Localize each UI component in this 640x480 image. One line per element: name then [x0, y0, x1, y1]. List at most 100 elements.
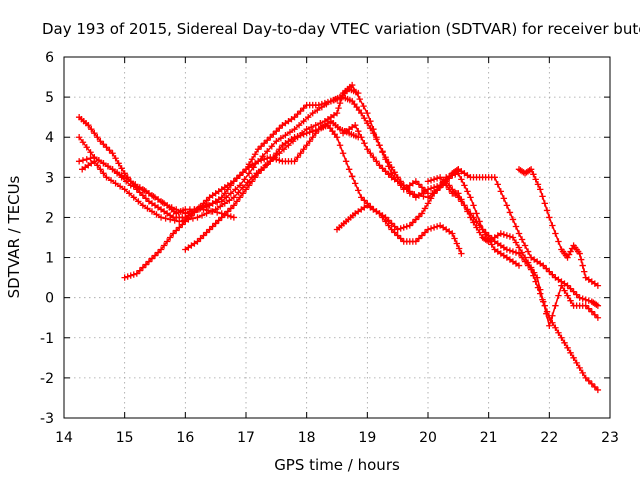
data-point: [261, 156, 268, 163]
data-point: [379, 165, 386, 172]
data-point: [291, 134, 298, 141]
data-point: [124, 273, 131, 280]
data-point: [227, 190, 235, 197]
data-point: [594, 282, 602, 289]
data-point: [546, 314, 553, 321]
data-point: [103, 174, 110, 181]
data-point: [233, 175, 241, 182]
data-point: [295, 121, 303, 129]
data-point: [467, 214, 474, 221]
data-point: [427, 225, 435, 232]
data-point: [409, 191, 417, 198]
data-point: [403, 223, 410, 230]
data-point: [421, 205, 429, 212]
data-point: [215, 217, 222, 224]
data-point: [582, 302, 589, 309]
data-point: [564, 344, 571, 352]
data-point: [232, 186, 239, 193]
data-point: [476, 218, 483, 225]
data-point: [406, 188, 413, 195]
data-point: [453, 240, 461, 247]
x-tick-label: 16: [176, 430, 194, 446]
data-point: [370, 126, 377, 133]
data-point: [552, 230, 559, 237]
x-tick-label: 17: [237, 430, 255, 446]
data-series: [75, 81, 602, 394]
data-point: [406, 222, 413, 229]
data-point: [191, 209, 198, 216]
data-point: [148, 208, 156, 215]
data-point: [515, 230, 523, 237]
data-point: [397, 235, 404, 242]
y-tick-labels: -3 -2 -1 0 1 2 3 4 5 6: [40, 50, 54, 427]
data-point: [415, 235, 423, 242]
data-point: [103, 144, 110, 151]
data-point: [512, 239, 520, 246]
data-point: [135, 198, 142, 205]
data-point: [458, 196, 465, 203]
data-point: [412, 238, 420, 245]
data-point: [309, 134, 316, 141]
data-point: [130, 194, 137, 201]
data-point: [97, 166, 104, 173]
data-point: [541, 200, 548, 207]
data-point: [476, 229, 483, 236]
data-point: [203, 197, 210, 204]
data-point: [455, 245, 463, 252]
data-point: [230, 214, 238, 221]
data-point: [251, 174, 259, 181]
data-point: [512, 249, 520, 256]
data-point: [176, 224, 183, 231]
data-point: [203, 229, 210, 236]
data-point: [418, 184, 426, 191]
x-tick-label: 14: [55, 430, 73, 446]
data-point: [539, 193, 546, 200]
data-point: [127, 182, 134, 189]
data-point: [345, 166, 353, 173]
data-point: [534, 284, 542, 291]
data-point: [356, 95, 363, 103]
data-point: [449, 230, 456, 237]
data-point: [83, 156, 90, 163]
data-point: [352, 180, 359, 187]
data-point: [261, 140, 268, 147]
data-point: [382, 168, 389, 175]
data-point: [561, 287, 568, 294]
data-point: [394, 226, 401, 233]
data-point: [503, 246, 511, 253]
data-point: [482, 229, 489, 236]
x-tick-label: 19: [358, 430, 376, 446]
data-point: [509, 216, 517, 223]
data-point: [424, 226, 432, 233]
data-point: [142, 195, 150, 202]
x-axis-label: GPS time / hours: [274, 456, 400, 474]
data-point: [227, 213, 235, 220]
data-point: [577, 256, 585, 263]
data-point: [236, 194, 244, 201]
data-point: [530, 272, 537, 279]
data-point: [379, 214, 386, 221]
data-point: [352, 121, 359, 129]
data-point: [227, 182, 235, 189]
data-point: [430, 190, 438, 197]
data-point: [367, 117, 374, 125]
data-point: [106, 147, 113, 154]
data-point: [179, 221, 186, 228]
data-point: [239, 190, 247, 197]
data-point: [276, 124, 283, 132]
data-point: [185, 215, 192, 222]
data-point: [113, 170, 121, 177]
data-point: [558, 282, 565, 289]
data-point: [491, 174, 498, 181]
data-point: [455, 170, 462, 177]
data-point: [248, 156, 256, 163]
data-point: [97, 138, 104, 145]
data-point: [107, 177, 115, 184]
data-point: [239, 169, 247, 176]
data-point: [136, 267, 144, 274]
data-point: [582, 374, 589, 382]
data-point: [355, 128, 362, 135]
data-point: [257, 143, 265, 150]
data-point: [532, 176, 539, 183]
